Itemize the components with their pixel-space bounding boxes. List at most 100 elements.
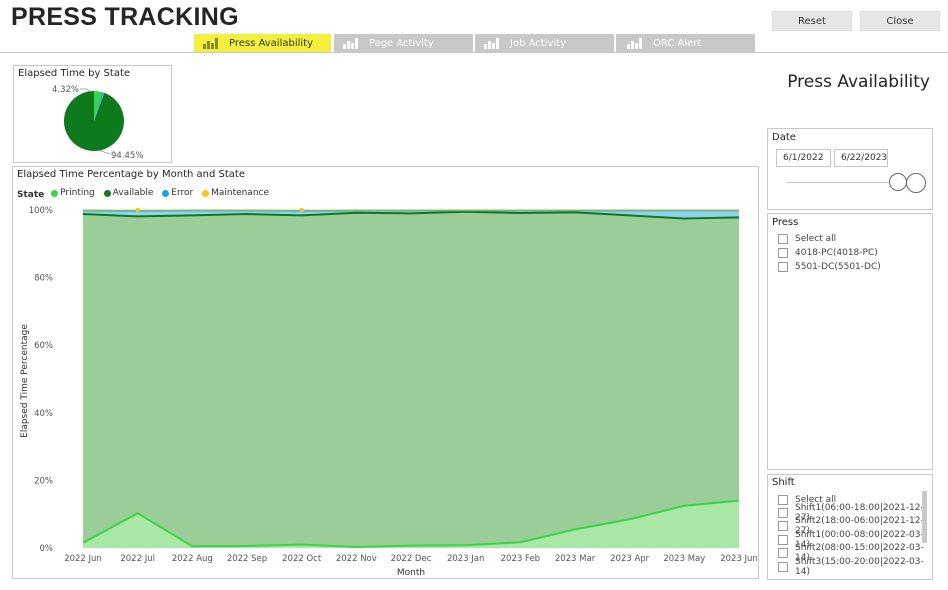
- bar-chart-icon: [203, 37, 218, 49]
- checkbox[interactable]: [778, 534, 788, 545]
- area-available[interactable]: [83, 211, 739, 547]
- checkbox[interactable]: [778, 494, 788, 505]
- tab-press-availability[interactable]: Press Availability: [194, 34, 331, 52]
- checkbox[interactable]: [778, 508, 788, 519]
- option-label: Shift1(00:00-08:00|2022-03-14): [795, 529, 924, 550]
- shift-option[interactable]: Shift2(18:00-06:00|2021-12-27): [778, 516, 932, 536]
- pie-slice-maintenance[interactable]: [94, 92, 105, 121]
- y-tick-label: 40%: [34, 409, 53, 419]
- x-tick-label: 2023 Jun: [720, 554, 758, 564]
- chart-legend: State Printing Available Error Maintenan…: [17, 188, 275, 200]
- x-tick-label: 2023 Mar: [555, 554, 596, 564]
- x-tick-label: 2022 Sep: [227, 554, 267, 564]
- area-chart-panel: Elapsed Time Percentage by Month and Sta…: [12, 166, 759, 579]
- end-date-input[interactable]: 6/22/2023: [834, 149, 888, 167]
- maintenance-point[interactable]: [135, 207, 140, 213]
- x-tick-label: 2023 May: [663, 554, 705, 564]
- checkbox[interactable]: [778, 548, 788, 559]
- x-tick-label: 2022 Aug: [172, 554, 213, 564]
- legend-dot-printing: [51, 189, 59, 197]
- tab-label: Job Activity: [510, 37, 566, 49]
- option-label: Select all: [795, 494, 837, 505]
- area-chart: Elapsed Time Percentage Month 0% 20% 40% 60…: [20, 206, 758, 578]
- checkbox[interactable]: [778, 234, 788, 244]
- y-tick-label: 20%: [34, 476, 53, 486]
- y-tick-label: 80%: [34, 274, 53, 284]
- legend-dot-maintenance: [202, 189, 210, 197]
- pie-label-large: 94.45%: [111, 151, 143, 161]
- checkbox[interactable]: [778, 248, 788, 258]
- page-title: PRESS TRACKING: [11, 3, 239, 31]
- checkbox[interactable]: [778, 262, 788, 272]
- option-label: 5501-DC(5501-DC): [795, 262, 881, 272]
- date-range-end-handle[interactable]: [906, 173, 926, 193]
- pie-chart-panel: Elapsed Time by State 4.32% 94.45%: [13, 65, 172, 163]
- press-slicer-title: Press: [772, 217, 799, 228]
- legend-available: Available: [103, 188, 153, 198]
- series-line-available[interactable]: [82, 210, 740, 220]
- x-tick-label: 2022 Dec: [391, 554, 432, 564]
- shift-option[interactable]: Shift1(06:00-18:00|2021-12-27): [778, 503, 932, 523]
- y-axis-title: Elapsed Time Percentage: [20, 324, 30, 438]
- legend-dot-error: [162, 189, 170, 197]
- y-tick-label: 60%: [34, 341, 53, 351]
- maintenance-point[interactable]: [299, 207, 304, 213]
- series-line-printing[interactable]: [82, 499, 740, 548]
- tab-label: Press Availability: [229, 37, 314, 49]
- shift-option[interactable]: Shift2(08:00-15:00|2022-03-14): [778, 543, 932, 563]
- option-label: Shift2(08:00-15:00|2022-03-14): [795, 543, 924, 564]
- shift-option[interactable]: Shift3(15:00-20:00|2022-03-14): [778, 557, 932, 577]
- pie-label-small: 4.32%: [52, 85, 79, 95]
- x-axis-title: Month: [397, 568, 425, 578]
- press-option[interactable]: 4018-PC(4018-PC): [778, 246, 881, 260]
- pie-slice-available[interactable]: [64, 91, 125, 152]
- option-label: Shift2(18:00-06:00|2021-12-27): [795, 516, 924, 537]
- shift-list: Select all Shift1(06:00-18:00|2021-12-27…: [778, 493, 932, 577]
- x-tick-label: 2023 Jan: [447, 554, 484, 564]
- pie-leader-line-large: [97, 149, 111, 155]
- pie-slice-printing[interactable]: [94, 91, 103, 121]
- legend-maintenance: Maintenance: [202, 188, 269, 198]
- shift-option[interactable]: Shift1(00:00-08:00|2022-03-14): [778, 530, 932, 550]
- bar-chart-icon: [627, 37, 642, 49]
- legend-dot-available: [103, 189, 111, 197]
- tab-job-activity[interactable]: Job Activity: [475, 34, 614, 52]
- checkbox[interactable]: [778, 561, 788, 572]
- date-range-start-handle[interactable]: [889, 173, 907, 191]
- shift-slicer: Shift Select all Shift1(06:00-18:00|2021…: [767, 474, 933, 580]
- press-option-select-all[interactable]: Select all: [778, 232, 881, 246]
- page-heading: Press Availability: [787, 72, 930, 92]
- tab-label: Page Activity: [369, 37, 434, 49]
- tab-page-activity[interactable]: Page Activity: [334, 34, 473, 52]
- legend-error: Error: [162, 188, 193, 198]
- press-list: Select all 4018-PC(4018-PC) 5501-DC(5501…: [778, 232, 881, 274]
- shift-option-select-all[interactable]: Select all: [778, 493, 932, 506]
- tab-bar-divider: [0, 52, 948, 53]
- y-tick-label: 100%: [29, 206, 53, 216]
- close-button[interactable]: Close: [860, 11, 940, 31]
- pie-slice-error[interactable]: [94, 92, 105, 121]
- x-tick-label: 2022 Jul: [120, 554, 155, 564]
- pie-chart: 4.32% 94.45%: [52, 85, 143, 161]
- legend-label: Printing: [60, 188, 95, 198]
- bar-chart-icon: [343, 37, 358, 49]
- area-printing[interactable]: [83, 500, 739, 548]
- start-date-input[interactable]: 6/1/2022: [776, 149, 831, 167]
- x-tick-label: 2023 Apr: [610, 554, 650, 564]
- checkbox[interactable]: [778, 521, 788, 532]
- reset-button[interactable]: Reset: [772, 11, 852, 31]
- date-slicer: Date: [767, 128, 933, 210]
- option-label: 4018-PC(4018-PC): [795, 248, 878, 258]
- y-tick-label: 0%: [40, 544, 54, 554]
- date-slicer-title: Date: [772, 132, 796, 143]
- press-slicer: Press Select all 4018-PC(4018-PC) 5501-D…: [767, 213, 933, 470]
- date-range-track: [786, 182, 900, 183]
- option-label: Shift1(06:00-18:00|2021-12-27): [795, 503, 924, 524]
- press-option[interactable]: 5501-DC(5501-DC): [778, 260, 881, 274]
- tab-orc-alert[interactable]: ORC Alert: [616, 34, 755, 52]
- bar-chart-icon: [484, 37, 499, 49]
- legend-label: Maintenance: [211, 188, 270, 198]
- shift-scrollbar[interactable]: [922, 491, 927, 543]
- x-tick-label: 2022 Oct: [282, 554, 322, 564]
- x-tick-label: 2023 Feb: [501, 554, 540, 564]
